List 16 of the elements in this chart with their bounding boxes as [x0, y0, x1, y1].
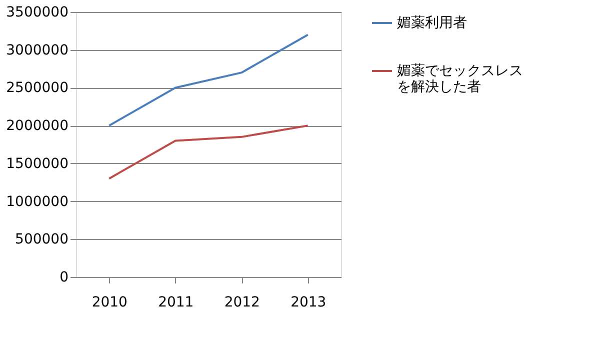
- y-tick-label: 500000: [15, 232, 68, 248]
- x-tick-label: 2010: [92, 294, 128, 310]
- y-tick-label: 2000000: [6, 118, 68, 134]
- y-tick-label: 3000000: [6, 42, 68, 58]
- legend-label: 媚薬でセックスレスを解決した者: [397, 63, 523, 95]
- y-tick-label: 0: [60, 270, 68, 286]
- y-tick-label: 1000000: [6, 194, 68, 210]
- x-tick-label: 2012: [224, 294, 260, 310]
- y-tick-label: 2500000: [6, 80, 68, 96]
- line-series: [108, 124, 309, 180]
- x-tick-label: 2011: [158, 294, 194, 310]
- y-tick-label: 1500000: [6, 156, 68, 172]
- x-tick-label: 2013: [290, 294, 326, 310]
- line-series: [108, 34, 309, 127]
- y-tick-label: 3500000: [6, 4, 68, 20]
- legend-label: 媚薬利用者: [397, 15, 467, 31]
